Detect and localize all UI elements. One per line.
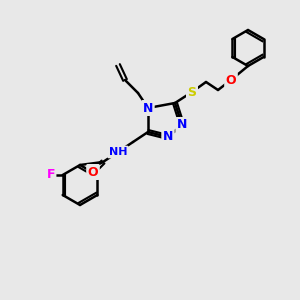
Text: N: N [143,101,153,115]
Text: O: O [226,74,236,86]
Text: N: N [163,130,173,143]
Text: S: S [188,85,196,98]
Text: O: O [88,166,98,178]
Text: F: F [46,169,55,182]
Text: NH: NH [109,147,127,157]
Text: N: N [177,118,187,131]
